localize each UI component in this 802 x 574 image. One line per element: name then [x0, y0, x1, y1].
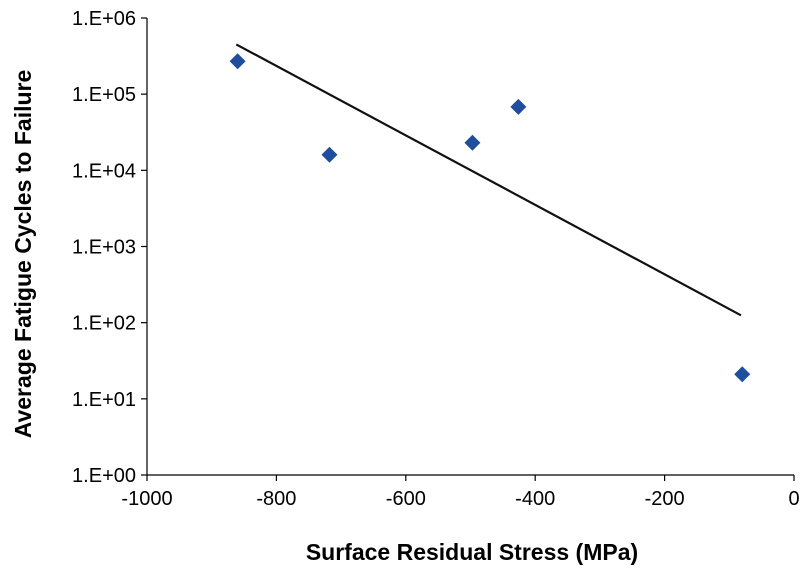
data-point: [229, 53, 246, 70]
y-tick-label: 1.E+00: [72, 465, 136, 487]
y-tick-label: 1.E+04: [72, 160, 136, 182]
y-tick-label: 1.E+02: [72, 313, 136, 335]
x-tick-label: -400: [515, 488, 555, 510]
trendline-layer: [235, 43, 742, 317]
x-tick-label: 0: [788, 488, 799, 510]
y-tick-label: 1.E+03: [72, 237, 136, 259]
data-points: [229, 53, 751, 383]
x-tick-label: -200: [645, 488, 685, 510]
x-tick-label: -1000: [121, 488, 172, 510]
data-point: [321, 146, 338, 163]
y-tick-label: 1.E+05: [72, 84, 136, 106]
x-tick-label: -800: [256, 488, 296, 510]
data-point: [734, 366, 751, 383]
x-axis-title: Surface Residual Stress (MPa): [306, 539, 638, 565]
x-tick-label: -600: [386, 488, 426, 510]
trendline: [235, 43, 742, 317]
data-point: [464, 134, 481, 151]
y-axis-title: Average Fatigue Cycles to Failure: [10, 70, 36, 439]
y-tick-label: 1.E+01: [72, 389, 136, 411]
data-point: [510, 98, 527, 115]
tick-labels: 1.E+00 1.E+01 1.E+02 1.E+03 1.E+04 1.E+05 1.E+…: [72, 8, 800, 510]
y-tick-label: 1.E+06: [72, 8, 136, 30]
axes: [141, 17, 795, 481]
